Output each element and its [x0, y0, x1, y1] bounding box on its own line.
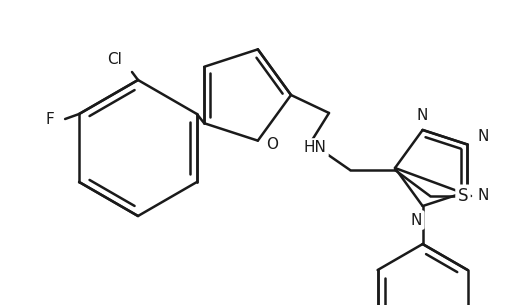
Text: N: N: [417, 109, 428, 124]
Text: F: F: [45, 112, 54, 127]
Text: O: O: [266, 137, 278, 152]
Text: N: N: [478, 129, 489, 144]
Text: N: N: [478, 188, 489, 203]
Text: S: S: [458, 187, 468, 205]
Text: HN: HN: [304, 141, 327, 156]
Text: Cl: Cl: [107, 52, 122, 67]
Text: N: N: [411, 213, 422, 228]
